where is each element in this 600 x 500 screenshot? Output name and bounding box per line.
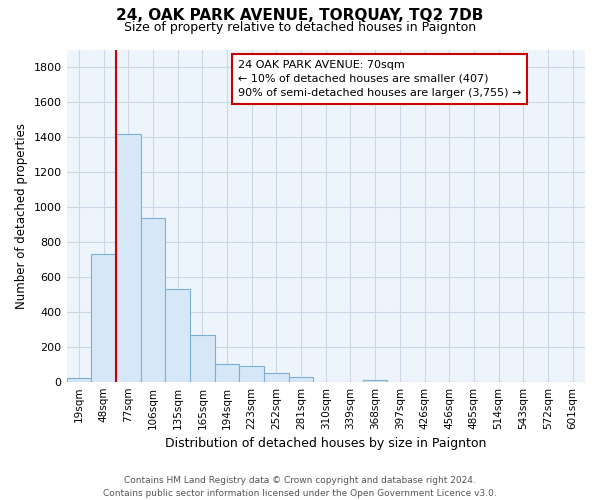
Bar (165, 289, 190, 382)
X-axis label: Distribution of detached houses by size in Paignton: Distribution of detached houses by size … (165, 437, 487, 450)
Bar (190, 334, 215, 382)
Bar (91, 254, 116, 382)
Bar (264, 373, 289, 382)
Bar (289, 377, 313, 382)
Text: Contains HM Land Registry data © Crown copyright and database right 2024.
Contai: Contains HM Land Registry data © Crown c… (103, 476, 497, 498)
Bar (239, 366, 264, 382)
Bar (215, 364, 239, 382)
Bar (116, 134, 140, 382)
Bar (363, 380, 388, 382)
Bar (140, 218, 165, 382)
Text: 24, OAK PARK AVENUE, TORQUAY, TQ2 7DB: 24, OAK PARK AVENUE, TORQUAY, TQ2 7DB (116, 8, 484, 22)
Text: Size of property relative to detached houses in Paignton: Size of property relative to detached ho… (124, 21, 476, 34)
Y-axis label: Number of detached properties: Number of detached properties (15, 123, 28, 309)
Bar (67, 378, 91, 382)
Text: 24 OAK PARK AVENUE: 70sqm
← 10% of detached houses are smaller (407)
90% of semi: 24 OAK PARK AVENUE: 70sqm ← 10% of detac… (238, 60, 521, 98)
